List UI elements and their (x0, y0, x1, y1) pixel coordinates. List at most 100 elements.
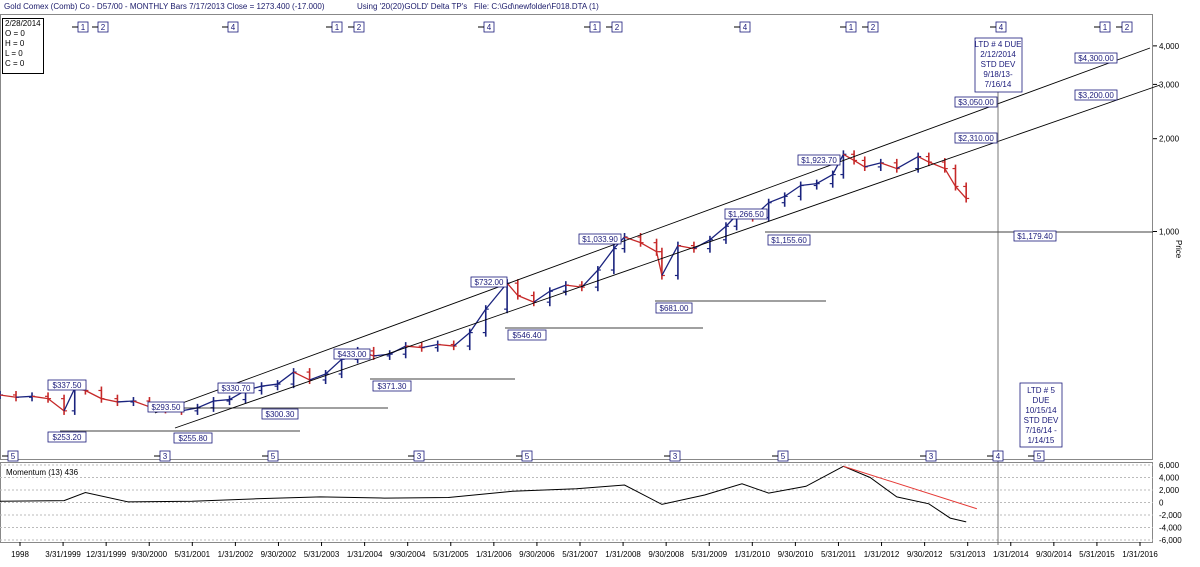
x-tick-label: 9/30/2000 (131, 550, 167, 559)
price-annotation-box (1074, 89, 1118, 101)
upper-trend-line (154, 47, 1151, 414)
x-tick-label: 5/31/2013 (950, 550, 986, 559)
cycle-marker-top: 4 (487, 23, 492, 32)
x-tick-label: 9/30/2008 (648, 550, 684, 559)
price-annotation: $2,310.00 (958, 134, 994, 143)
price-annotation: $255.80 (179, 434, 208, 443)
x-tick-label: 1/31/2006 (476, 550, 512, 559)
momentum-tick-label: 2,000 (1159, 486, 1180, 495)
price-annotation: $1,155.60 (771, 236, 807, 245)
template-label: Using '20(20)GOLD' Delta TP's (357, 2, 468, 11)
cycle-marker-top: 4 (743, 23, 748, 32)
x-tick-label: 1/31/2002 (218, 550, 254, 559)
price-annotation-box (954, 132, 998, 144)
price-line-segment (624, 236, 641, 244)
cycle-marker-top: 2 (615, 23, 620, 32)
ltd4-note-line: LTD # 4 DUE (975, 40, 1022, 49)
cycle-marker-top: 4 (999, 23, 1004, 32)
x-tick-label: 3/31/1999 (45, 550, 81, 559)
x-tick-label: 12/31/1999 (86, 550, 127, 559)
price-annotation: $330.70 (222, 384, 251, 393)
price-panel-frame (0, 14, 1153, 460)
price-annotation-box (372, 380, 412, 392)
price-annotation: $4,300.00 (1078, 54, 1114, 63)
price-line-segment (853, 159, 866, 168)
price-line-segment (533, 290, 551, 303)
price-annotation-box (47, 379, 87, 391)
price-line-segment (63, 388, 76, 412)
x-tick-label: 9/30/2006 (519, 550, 555, 559)
price-line-segment (277, 371, 294, 385)
price-line-segment (85, 389, 102, 400)
price-annotation: $681.00 (660, 304, 689, 313)
x-tick-label: 5/31/2011 (821, 550, 857, 559)
price-line-segment (453, 332, 471, 347)
price-annotation-box (147, 401, 185, 413)
momentum-tick-label: -6,000 (1159, 536, 1182, 545)
price-annotation-box (507, 329, 547, 341)
cycle-marker-top: 4 (231, 23, 236, 32)
price-annotation: $1,033.90 (582, 235, 618, 244)
price-annotation-box (797, 154, 841, 166)
x-tick-label: 9/30/2010 (778, 550, 814, 559)
cycle-marker-bottom: 3 (673, 452, 678, 461)
price-line-segment (517, 294, 535, 303)
cycle-marker-top: 2 (357, 23, 362, 32)
price-line-segment (421, 343, 438, 349)
price-line-segment (15, 395, 33, 398)
price-line-segment (325, 358, 343, 375)
price-axis-title: Price (1174, 240, 1183, 259)
price-annotation: $732.00 (475, 278, 504, 287)
price-line-segment (661, 245, 679, 276)
price-annotation-box (1074, 52, 1118, 64)
cycle-marker-top: 1 (593, 23, 598, 32)
price-line-segment (955, 186, 967, 199)
price-line-segment (640, 242, 657, 253)
price-line-segment (549, 284, 567, 292)
x-tick-label: 5/31/2005 (433, 550, 469, 559)
cycle-marker-top: 2 (871, 23, 876, 32)
x-tick-label: 1/31/2008 (605, 550, 641, 559)
price-line-segment (309, 373, 326, 381)
price-line-segment (469, 308, 487, 333)
cycle-marker-bottom: 5 (525, 452, 530, 461)
ltd5-note-line: STD DEV (1024, 416, 1059, 425)
cycle-marker-top: 1 (1103, 23, 1108, 32)
x-tick-label: 5/31/2007 (562, 550, 598, 559)
cycle-marker-top: 1 (81, 23, 86, 32)
price-annotation: $253.20 (53, 433, 82, 442)
price-annotation-box (173, 432, 213, 444)
momentum-line (0, 465, 967, 523)
ltd5-note-line: 10/15/14 (1025, 406, 1057, 415)
price-line-segment (293, 371, 310, 381)
ltd5-note-line: LTD # 5 (1027, 386, 1055, 395)
price-annotation: $337.50 (53, 381, 82, 390)
price-line-segment (31, 395, 49, 400)
ohlc-low: L = 0 (5, 49, 23, 58)
x-tick-label: 9/30/2012 (907, 550, 943, 559)
price-line-segment (896, 156, 919, 170)
ohlc-open: O = 0 (5, 29, 25, 38)
price-line-segment (816, 173, 834, 185)
ltd5-note-line: 1/14/15 (1028, 436, 1055, 445)
cycle-marker-top: 2 (101, 23, 106, 32)
cycle-marker-top: 1 (335, 23, 340, 32)
x-tick-label: 1998 (11, 550, 29, 559)
ohlc-close: C = 0 (5, 59, 25, 68)
x-tick-label: 9/30/2004 (390, 550, 426, 559)
price-line-segment (880, 162, 897, 170)
momentum-tick-label: 4,000 (1159, 474, 1180, 483)
x-tick-label: 1/31/2010 (735, 550, 771, 559)
price-annotation-box (47, 431, 87, 443)
ohlc-date: 2/28/2014 (5, 19, 41, 28)
ltd4-note-line: STD DEV (981, 60, 1016, 69)
price-annotation-box (333, 348, 371, 360)
price-line-segment (133, 400, 150, 408)
x-tick-label: 5/31/2009 (691, 550, 727, 559)
cycle-marker-bottom: 4 (996, 452, 1001, 461)
x-tick-label: 9/30/2014 (1036, 550, 1072, 559)
price-line-segment (213, 398, 230, 402)
x-tick-label: 1/31/2014 (993, 550, 1029, 559)
price-annotation-box (261, 408, 299, 420)
price-line-segment (768, 195, 785, 204)
